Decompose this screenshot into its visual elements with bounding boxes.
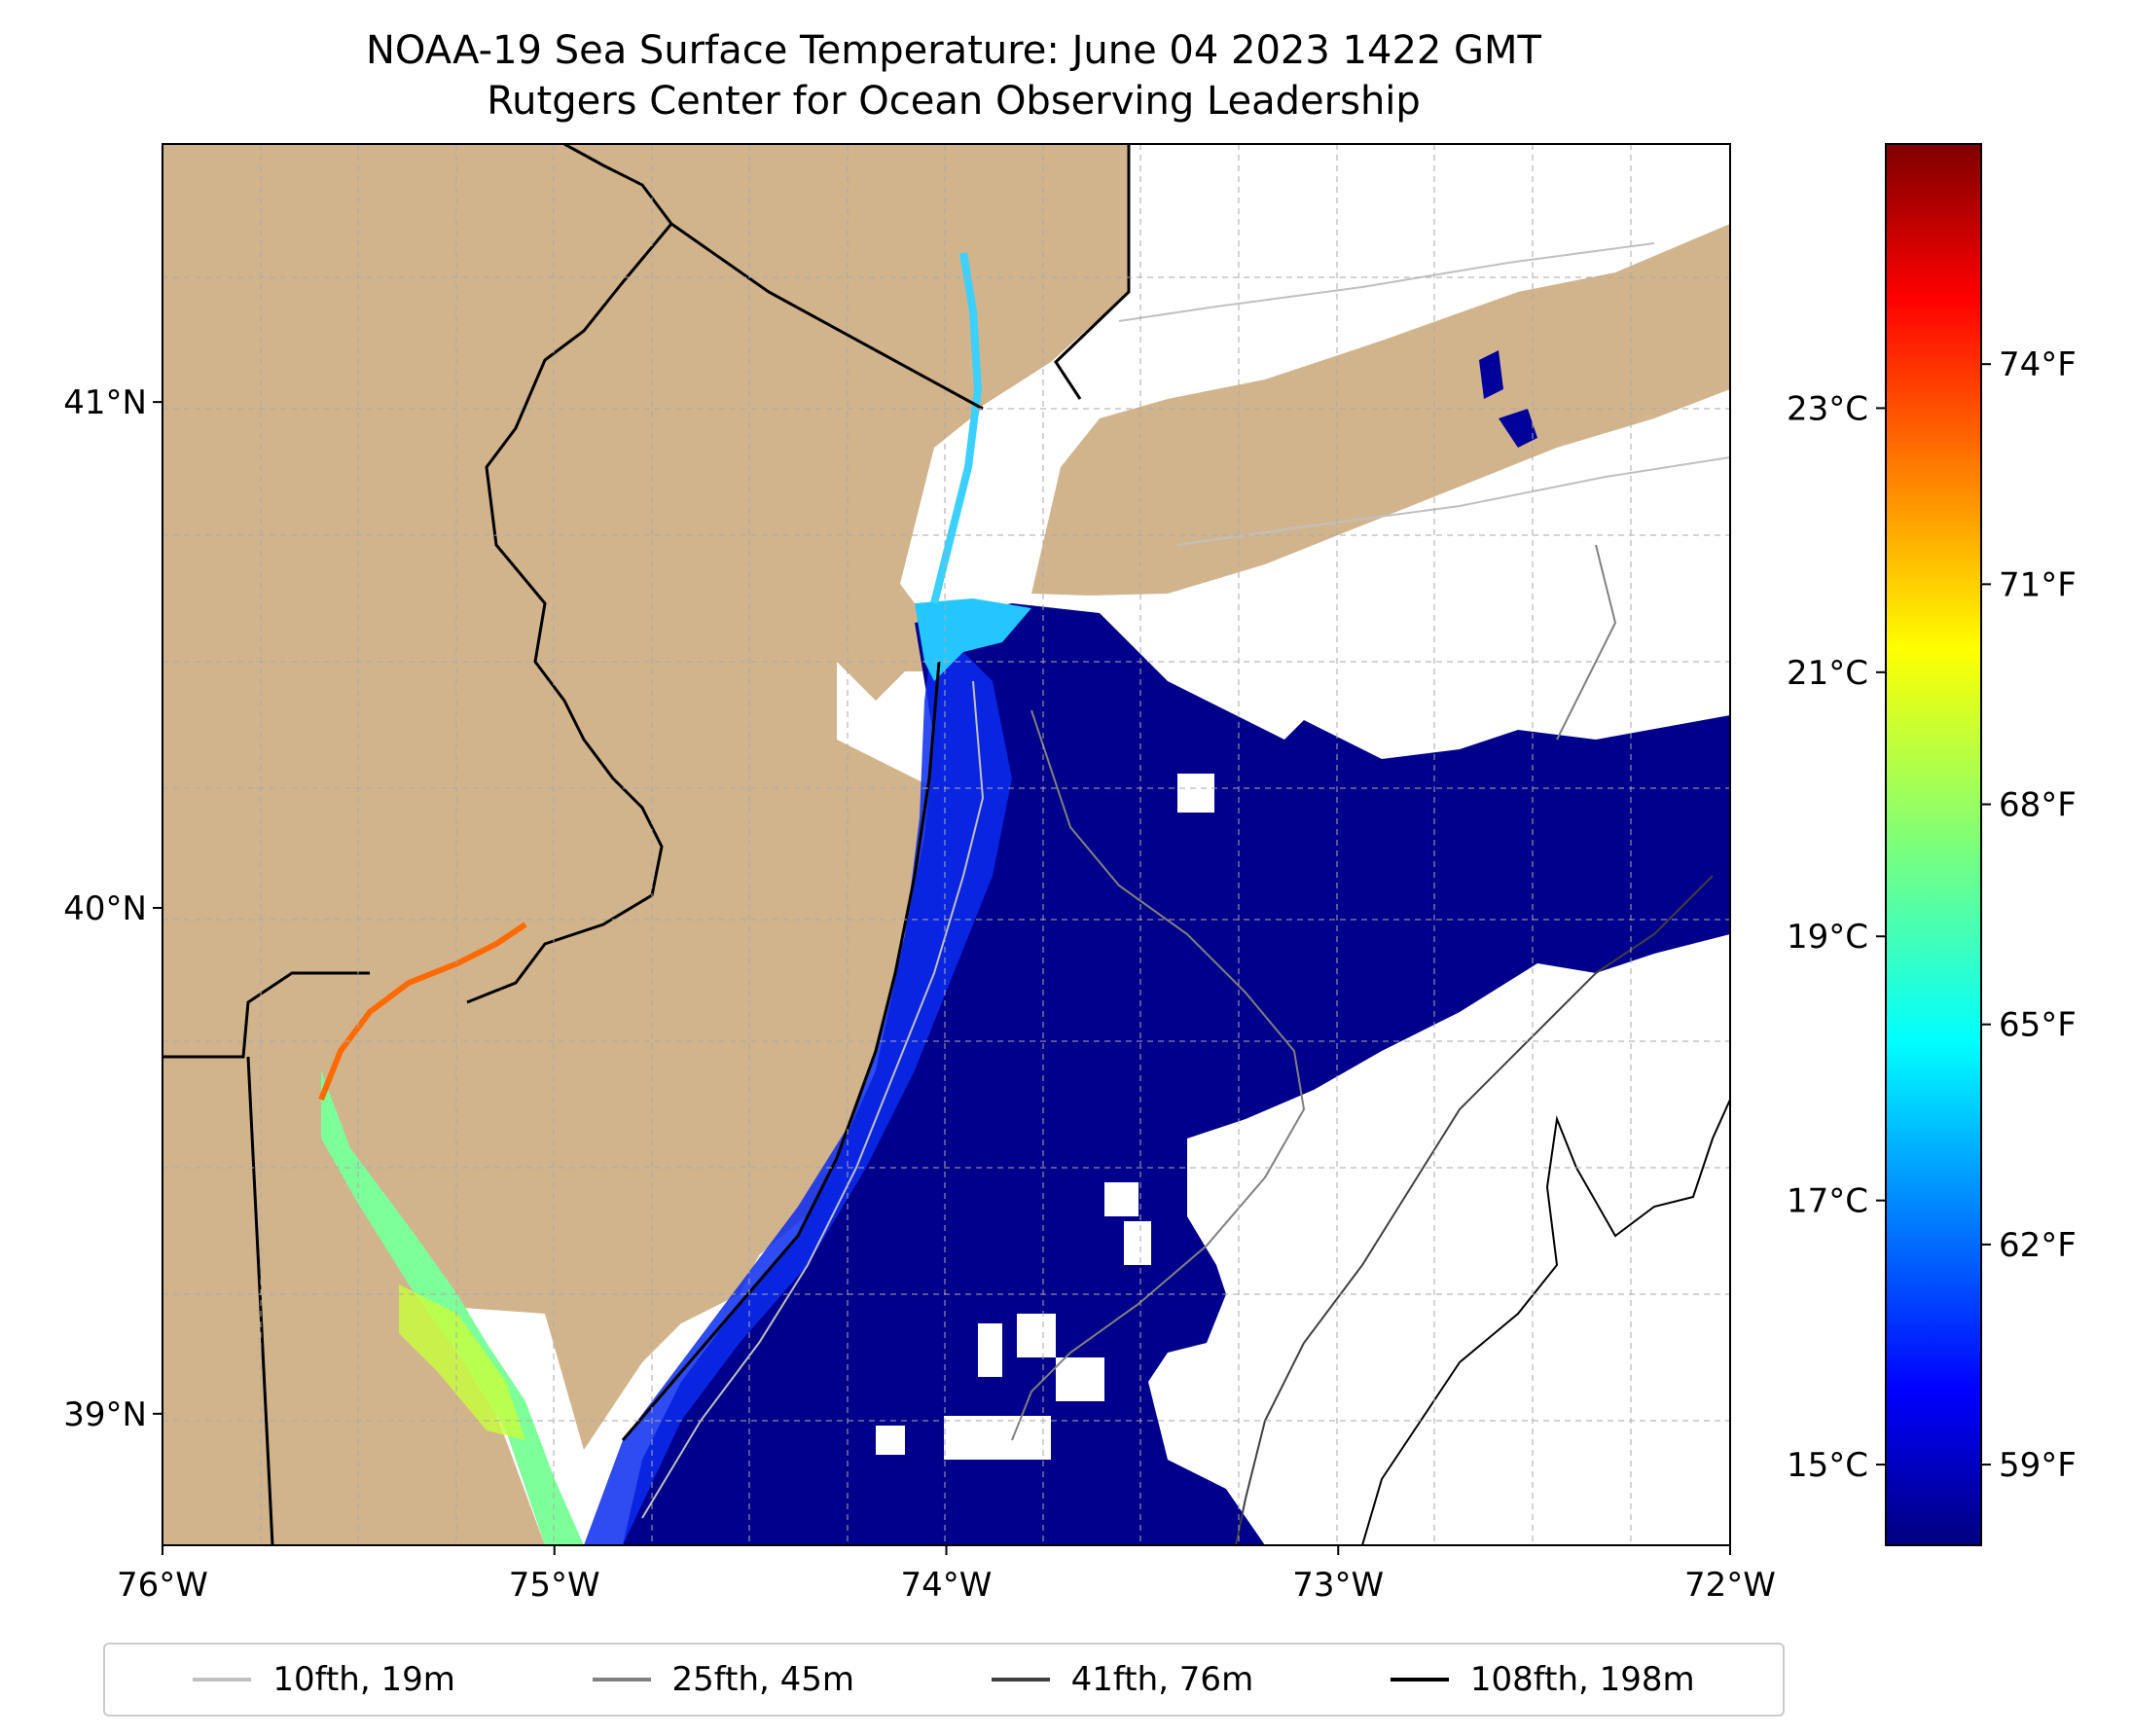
sst-river-warm: [318, 922, 527, 1102]
gridlines: [163, 144, 1730, 1545]
celsius-tick-label: 17°C: [1787, 1182, 1868, 1221]
y-tick-label: 40°N: [63, 889, 147, 928]
sst-li-sound-blue: [1479, 350, 1537, 448]
x-tick-label: 75°W: [509, 1566, 600, 1605]
x-tick-label: 73°W: [1292, 1566, 1384, 1605]
legend-swatch: [592, 1678, 651, 1682]
sst-nearshore-blue: [584, 623, 1012, 1545]
y-axis: 39°N 40°N 41°N: [63, 383, 163, 1434]
legend-item-108fth: 108fth, 198m: [1390, 1660, 1695, 1699]
fahrenheit-tick-label: 62°F: [1999, 1226, 2077, 1265]
y-tick-label: 39°N: [63, 1395, 147, 1434]
legend-label: 108fth, 198m: [1469, 1660, 1695, 1699]
cloud-patches: [876, 774, 1391, 1545]
legend-swatch: [991, 1678, 1050, 1682]
y-tick-label: 41°N: [63, 383, 147, 422]
colorbar-fahrenheit-axis: 59°F 62°F 65°F 68°F 71°F 74°F: [1981, 345, 2077, 1485]
chart-title: NOAA-19 Sea Surface Temperature: June 04…: [365, 28, 1541, 73]
legend-label: 10fth, 19m: [272, 1660, 455, 1699]
contour-legend: 10fth, 19m 25fth, 45m 41fth, 76m 108fth,…: [103, 1643, 1785, 1717]
sst-harbor-cyan: [915, 598, 1031, 681]
chart-subtitle: Rutgers Center for Ocean Observing Leade…: [487, 79, 1421, 124]
legend-label: 25fth, 45m: [671, 1660, 855, 1699]
sst-delaware-warm: [399, 1284, 525, 1440]
celsius-tick-label: 15°C: [1787, 1446, 1868, 1485]
fahrenheit-tick-label: 68°F: [1999, 786, 2077, 825]
legend-swatch: [1390, 1678, 1449, 1682]
contour-108fth: [1361, 1099, 1730, 1545]
fahrenheit-tick-label: 74°F: [1999, 345, 2077, 384]
legend-item-10fth: 10fth, 19m: [193, 1660, 455, 1699]
contour-41fth: [1235, 875, 1714, 1545]
fahrenheit-tick-label: 65°F: [1999, 1006, 2077, 1045]
legend-item-25fth: 25fth, 45m: [592, 1660, 855, 1699]
x-tick-label: 74°W: [901, 1566, 993, 1605]
land-delmarva: [163, 1002, 545, 1545]
fahrenheit-tick-label: 71°F: [1999, 565, 2077, 604]
state-boundaries: [163, 144, 1131, 1545]
colorbar: [1885, 143, 1982, 1546]
legend-label: 41fth, 76m: [1070, 1660, 1254, 1699]
legend-item-41fth: 41fth, 76m: [991, 1660, 1254, 1699]
x-tick-label: 76°W: [117, 1566, 208, 1605]
celsius-tick-label: 19°C: [1787, 918, 1868, 957]
sst-cold-core: [623, 603, 1730, 1545]
contour-25fth: [1011, 544, 1617, 1441]
celsius-tick-label: 21°C: [1787, 654, 1868, 693]
x-tick-label: 72°W: [1684, 1566, 1776, 1605]
map-layers: [163, 144, 1730, 1545]
fahrenheit-tick-label: 59°F: [1999, 1446, 2077, 1485]
colorbar-celsius-axis: 15°C 17°C 19°C 21°C 23°C: [1787, 389, 1886, 1485]
x-axis: 76°W 75°W 74°W 73°W 72°W: [117, 1545, 1776, 1605]
sst-hudson: [930, 252, 983, 604]
contour-10fth: [641, 242, 1730, 1519]
land-long-island: [1031, 224, 1730, 596]
legend-swatch: [193, 1678, 252, 1682]
celsius-tick-label: 23°C: [1787, 389, 1868, 428]
